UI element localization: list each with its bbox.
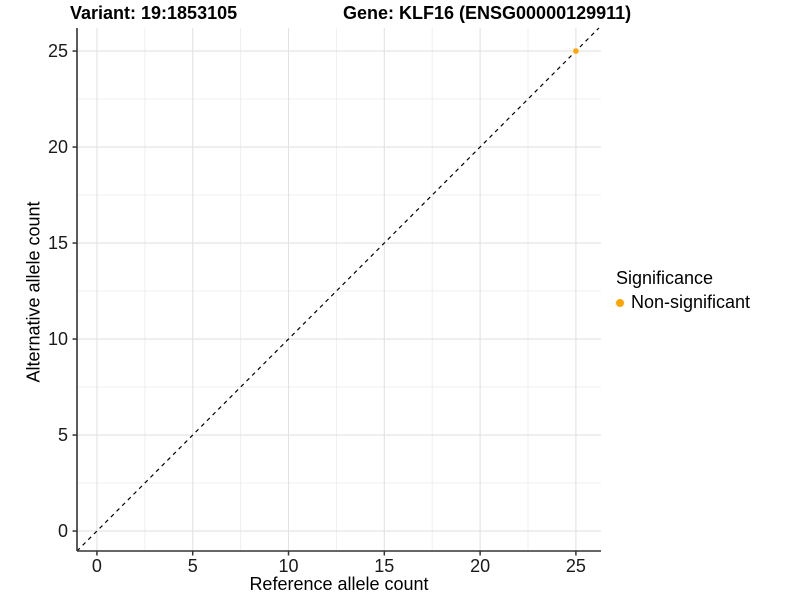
x-tick-label: 25 <box>566 556 586 576</box>
plot-title-gene: Gene: KLF16 (ENSG00000129911) <box>343 3 632 23</box>
identity-line <box>76 27 600 552</box>
x-tick-label: 0 <box>92 556 102 576</box>
y-tick-label: 15 <box>48 233 68 253</box>
x-axis-title: Reference allele count <box>249 574 429 594</box>
y-tick-label: 10 <box>48 329 68 349</box>
x-tick-label: 20 <box>470 556 490 576</box>
legend-title: Significance <box>616 268 714 288</box>
y-tick-label: 0 <box>58 521 68 541</box>
legend-point-icon <box>616 298 624 307</box>
legend-item: Non-significant <box>616 292 750 313</box>
legend-entries: Non-significant <box>616 292 750 313</box>
x-tick-label: 15 <box>374 556 394 576</box>
y-axis-title: Alternative allele count <box>23 201 44 383</box>
legend: Significance Non-significant <box>616 268 750 313</box>
data-point <box>573 48 579 54</box>
y-tick-label: 20 <box>48 137 68 157</box>
plot-title-variant: Variant: 19:1853105 <box>70 3 238 23</box>
y-tick-label: 25 <box>48 41 68 61</box>
y-tick-label: 5 <box>58 425 68 445</box>
legend-item-label: Non-significant <box>631 292 751 312</box>
x-tick-label: 5 <box>188 556 198 576</box>
x-tick-label: 10 <box>279 556 299 576</box>
